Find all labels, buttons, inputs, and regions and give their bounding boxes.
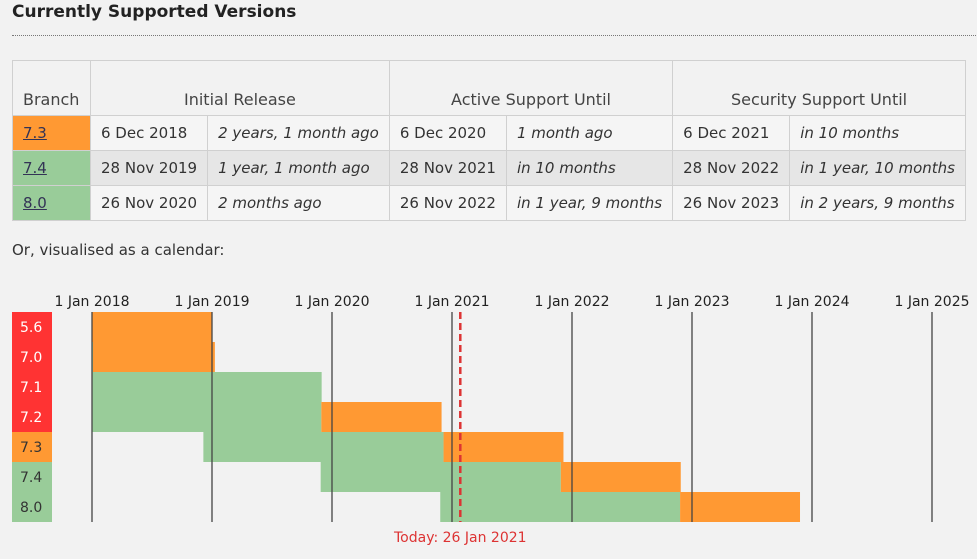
branch-label-7.0: 7.0 [20,350,42,366]
page-title: Currently Supported Versions [12,2,297,22]
active-support-bar-7.4 [320,462,561,492]
branch-label-bg-8.0 [12,492,52,522]
branch-label-7.4: 7.4 [20,470,42,486]
initial-date: 28 Nov 2019 [89,150,209,186]
table-row: 7.3 6 Dec 2018 2 years, 1 month ago 6 De… [12,115,966,151]
branch-link[interactable]: 7.3 [23,124,47,142]
initial-relative: 2 months ago [207,185,390,221]
branch-link[interactable]: 8.0 [23,194,47,212]
table-header-row: Branch Initial Release Active Support Un… [12,60,966,116]
security-date: 26 Nov 2023 [672,185,791,221]
column-header-initial-release: Initial Release [90,60,390,116]
column-header-security-support: Security Support Until [672,60,966,116]
security-support-bar-7.2 [321,402,442,432]
initial-relative: 1 year, 1 month ago [207,150,390,186]
active-relative: in 10 months [505,150,674,186]
active-relative: 1 month ago [505,115,674,151]
branch-label-7.2: 7.2 [20,410,42,426]
initial-relative: 2 years, 1 month ago [207,115,390,151]
year-label: 1 Jan 2020 [294,294,369,310]
calendar-intro-text: Or, visualised as a calendar: [12,241,225,259]
year-label: 1 Jan 2024 [774,294,849,310]
calendar-year-lines [91,312,933,522]
column-header-active-support: Active Support Until [388,60,674,116]
branch-label-7.3: 7.3 [20,440,42,456]
active-support-bar-8.0 [440,492,681,522]
branch-label-bg-7.0 [12,342,52,372]
table-row: 8.0 26 Nov 2020 2 months ago 26 Nov 2022… [12,185,966,221]
year-label: 1 Jan 2019 [174,294,249,310]
table-row: 7.4 28 Nov 2019 1 year, 1 month ago 28 N… [12,150,966,186]
today-label: Today: 26 Jan 2021 [393,530,527,546]
branch-label-7.1: 7.1 [20,380,42,396]
calendar-today-marker: Today: 26 Jan 2021 [393,312,527,546]
calendar-bars [92,312,801,522]
security-date: 6 Dec 2021 [672,115,791,151]
active-support-bar-7.3 [203,432,444,462]
active-date: 28 Nov 2021 [388,150,507,186]
branch-label-bg-7.2 [12,402,52,432]
column-header-branch: Branch [12,60,91,116]
security-support-bar-7.3 [443,432,564,462]
branch-label-5.6: 5.6 [20,320,42,336]
security-support-bar-7.4 [560,462,681,492]
branch-cell: 7.4 [12,150,91,186]
year-label: 1 Jan 2022 [534,294,609,310]
year-label: 1 Jan 2021 [414,294,489,310]
branch-label-bg-7.4 [12,462,52,492]
security-support-bar-7.0 [92,342,215,372]
branch-label-bg-5.6 [12,312,52,342]
security-support-bar-8.0 [680,492,801,522]
security-date: 28 Nov 2022 [672,150,791,186]
initial-date: 26 Nov 2020 [89,185,209,221]
year-label: 1 Jan 2025 [894,294,969,310]
branch-label-bg-7.1 [12,372,52,402]
calendar-branch-labels: 5.6 7.0 7.1 7.2 7.3 7.4 8.0 [12,312,52,522]
active-support-bar-7.1 [92,372,322,402]
branch-link[interactable]: 7.4 [23,159,47,177]
year-label: 1 Jan 2023 [654,294,729,310]
calendar-year-labels: 1 Jan 2018 1 Jan 2019 1 Jan 2020 1 Jan 2021… [54,294,969,310]
active-support-bar-7.2 [92,402,322,432]
security-relative: in 2 years, 9 months [789,185,966,221]
branch-label-bg-7.3 [12,432,52,462]
initial-date: 6 Dec 2018 [89,115,209,151]
supported-versions-table: Branch Initial Release Active Support Un… [12,60,966,221]
year-label: 1 Jan 2018 [54,294,129,310]
branch-label-8.0: 8.0 [20,500,42,516]
heading-divider [12,35,976,36]
security-relative: in 1 year, 10 months [789,150,966,186]
security-support-bar-5.6 [92,312,212,342]
security-relative: in 10 months [789,115,966,151]
active-date: 6 Dec 2020 [388,115,507,151]
active-relative: in 1 year, 9 months [505,185,674,221]
branch-cell: 8.0 [12,185,91,221]
active-date: 26 Nov 2022 [388,185,507,221]
